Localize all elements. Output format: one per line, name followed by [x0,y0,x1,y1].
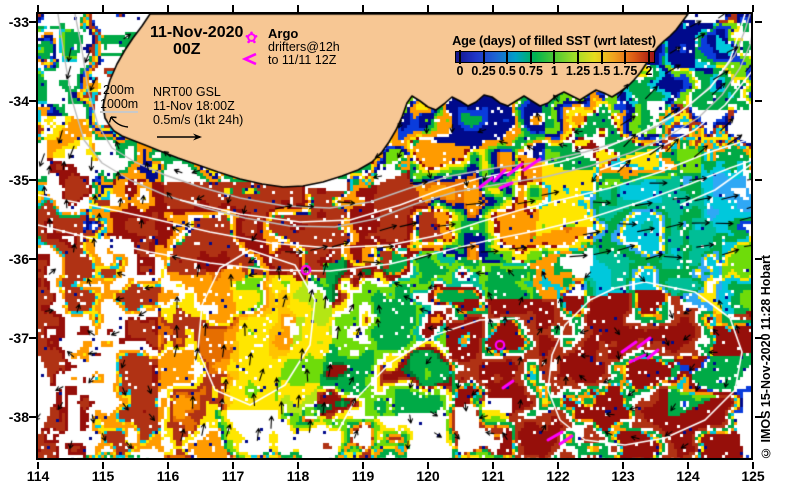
contour-1000m-label: 1000m [100,96,139,111]
x-tick-top [232,5,234,12]
x-tick-label: 125 [741,468,765,484]
x-tick-top [752,5,754,12]
x-tick-top [557,5,559,12]
map-time: 00Z [173,41,201,58]
colorbar-title: Age (days) of filled SST (wrt latest) [452,33,656,48]
colorbar-tick-label: 1.5 [592,64,611,78]
y-tick-right [755,179,762,181]
y-tick-right [755,416,762,418]
x-tick-top [362,5,364,12]
x-tick [622,462,624,469]
x-tick-top [427,5,429,12]
vector-legend-line3: 0.5m/s (1kt 24h) [153,112,244,127]
vector-scale-arrow-icon [157,133,202,141]
contour-200m-label: 200m [103,83,135,97]
x-tick-top [167,5,169,12]
colorbar-tick [600,50,603,64]
x-tick-label: 114 [26,468,50,484]
x-tick-label: 118 [286,468,310,484]
colorbar-tick-label: 0 [456,64,464,78]
y-tick-label: -37 [8,330,29,346]
y-tick-label: -36 [8,251,29,267]
x-tick [232,462,234,469]
argo-legend-line1: drifters@12h [268,39,340,54]
colorbar-tick-label: 1.75 [613,64,638,78]
y-tick [29,416,36,418]
x-tick-top [687,5,689,12]
colorbar-tick [553,50,556,64]
sst-map-canvas [38,14,753,460]
x-tick-label: 115 [91,468,115,484]
drifter-arrow-icon [242,52,257,66]
y-tick-right [755,21,762,23]
x-tick-label: 117 [221,468,245,484]
x-tick [492,462,494,469]
contour-sample-line [100,111,138,113]
x-tick-label: 121 [481,468,505,484]
x-tick-label: 124 [676,468,700,484]
argo-legend-title: Argo [268,26,299,41]
x-tick-label: 120 [416,468,440,484]
x-tick [362,462,364,469]
x-tick-label: 122 [546,468,570,484]
y-tick-label: -35 [8,172,29,188]
y-tick-label: -33 [8,14,29,30]
y-tick-label: -34 [8,93,29,109]
y-tick [29,21,36,23]
x-tick [37,462,39,469]
x-tick-top [622,5,624,12]
map-date-block: 11-Nov-2020 00Z [150,24,243,58]
x-tick-top [102,5,104,12]
contour-pointer-arrow-icon [108,116,129,128]
argo-legend: Argo drifters@12h to 11/11 12Z [268,27,340,68]
y-tick-label: -38 [8,409,29,425]
colorbar-tick-label: 1 [550,64,558,78]
x-tick-top [37,5,39,12]
x-tick [102,462,104,469]
x-tick-top [492,5,494,12]
vector-legend-line1: NRT00 GSL [153,85,221,99]
colorbar-tick [459,50,461,64]
colorbar-tick [506,50,509,64]
y-tick-right [755,100,762,102]
colorbar-tick-label: 0.25 [471,64,496,78]
colorbar-tick-label: 0.75 [518,64,543,78]
y-tick-right [755,337,762,339]
colorbar-tick [529,50,532,64]
x-tick-top [297,5,299,12]
y-tick [29,337,36,339]
x-tick [687,462,689,469]
contour-legend: 200m 1000m [100,83,139,111]
x-tick-label: 123 [611,468,635,484]
x-tick-label: 116 [156,468,180,484]
colorbar-tick [577,50,579,64]
plot-frame [36,12,753,460]
x-tick-label: 119 [351,468,375,484]
colorbar-tick-label: 2 [645,64,653,78]
x-tick [167,462,169,469]
vector-legend: NRT00 GSL 11-Nov 18:00Z 0.5m/s (1kt 24h) [153,85,244,127]
colorbar-tick [624,50,627,64]
map-date: 11-Nov-2020 [150,24,244,41]
vector-legend-line2: 11-Nov 18:00Z [153,98,235,113]
x-tick [752,462,754,469]
y-tick [29,179,36,181]
argo-legend-line2: to 11/11 12Z [268,53,337,67]
x-tick [557,462,559,469]
y-tick [29,100,36,102]
y-tick-right [755,258,762,260]
colorbar-tick [482,50,485,64]
colorbar-tick [647,50,650,64]
y-tick [29,258,36,260]
x-tick [297,462,299,469]
argo-float-icon [245,31,258,44]
x-tick [427,462,429,469]
credit-text: © IMOS 15-Nov-2020 11:28 Hobart [759,254,773,460]
colorbar-tick-label: 0.5 [498,64,516,78]
colorbar-tick-label: 1.25 [565,64,591,78]
